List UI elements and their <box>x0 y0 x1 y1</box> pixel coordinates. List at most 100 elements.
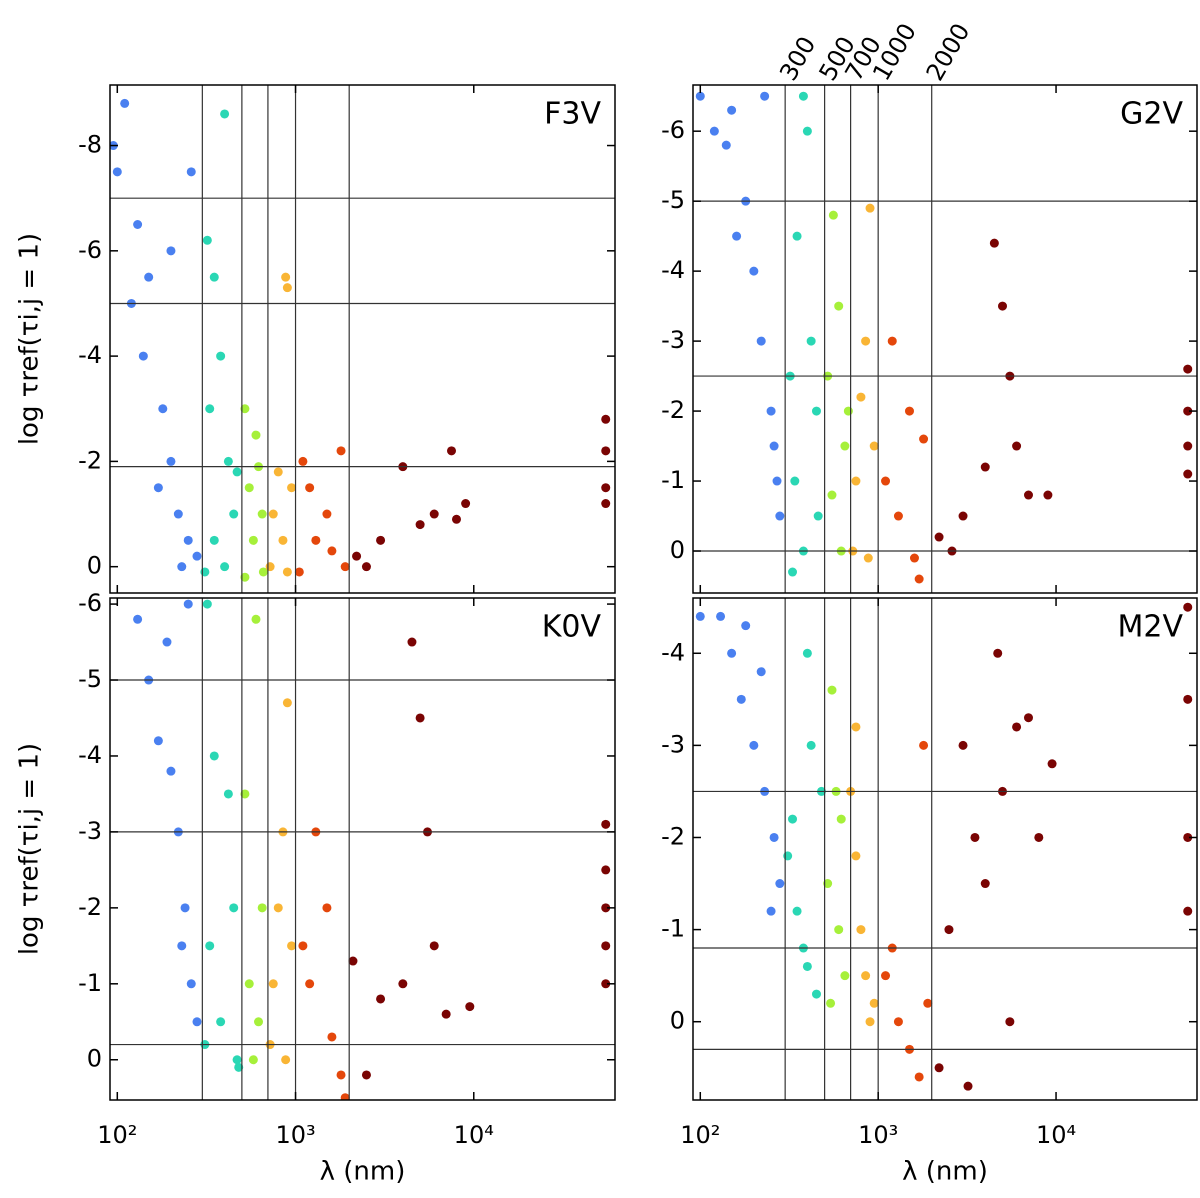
point <box>200 567 210 577</box>
point <box>760 91 770 101</box>
point <box>756 667 766 677</box>
point <box>1183 469 1193 479</box>
point <box>769 832 779 842</box>
point <box>257 903 267 913</box>
point <box>268 979 278 989</box>
point <box>348 956 358 966</box>
point <box>601 499 611 509</box>
point <box>244 979 254 989</box>
x-axis-label: λ (nm) <box>320 1157 406 1187</box>
point <box>183 599 193 609</box>
point <box>834 925 844 935</box>
point <box>298 941 308 951</box>
points <box>133 577 611 1100</box>
point <box>248 535 258 545</box>
point <box>336 446 346 456</box>
point <box>192 551 202 561</box>
y-tick-label: 0 <box>87 1045 102 1073</box>
x-axis-label: λ (nm) <box>902 1157 988 1187</box>
y-tick-label: -4 <box>78 341 102 369</box>
point <box>298 456 308 466</box>
y-tick-label: -6 <box>78 236 102 264</box>
point <box>1005 1017 1015 1027</box>
point <box>1023 490 1033 500</box>
points <box>695 602 1193 1091</box>
y-tick-label: -2 <box>78 893 102 921</box>
point <box>220 577 229 586</box>
point <box>240 572 250 582</box>
point <box>153 736 163 746</box>
point <box>998 301 1008 311</box>
point <box>914 1072 924 1082</box>
point <box>736 694 746 704</box>
point <box>766 406 776 416</box>
point <box>756 336 766 346</box>
point <box>216 351 226 361</box>
point <box>1043 490 1053 500</box>
point <box>282 567 292 577</box>
point <box>893 1017 903 1027</box>
point <box>993 648 1003 658</box>
point <box>1034 832 1044 842</box>
point <box>251 614 261 624</box>
y-tick-label: 0 <box>670 1007 685 1035</box>
y-tick-label: -2 <box>78 446 102 474</box>
point <box>429 509 439 519</box>
point <box>802 648 812 658</box>
point <box>919 434 929 444</box>
point <box>766 906 776 916</box>
point <box>461 499 471 509</box>
point <box>177 941 187 951</box>
point <box>1012 722 1022 732</box>
point <box>727 105 737 115</box>
point <box>398 979 408 989</box>
point <box>278 535 288 545</box>
point <box>173 509 183 519</box>
point <box>287 941 297 951</box>
points <box>110 98 611 582</box>
point <box>202 235 212 245</box>
point <box>352 551 362 561</box>
point <box>788 567 798 577</box>
point <box>451 514 461 524</box>
point <box>716 611 726 621</box>
point <box>465 1002 475 1012</box>
point <box>209 751 219 761</box>
x-tick-label: 10³ <box>858 1121 898 1149</box>
point <box>775 879 785 889</box>
point <box>823 879 833 889</box>
point <box>919 740 929 750</box>
y-tick-label: -2 <box>661 396 685 424</box>
point <box>254 1017 264 1027</box>
y-tick-label: -1 <box>661 466 685 494</box>
y-tick-label: -3 <box>661 730 685 758</box>
point <box>836 814 846 824</box>
point <box>958 740 968 750</box>
point <box>209 535 219 545</box>
point <box>958 511 968 521</box>
point <box>282 283 292 293</box>
point <box>1183 906 1193 916</box>
point <box>934 532 944 542</box>
y-tick-label: -6 <box>78 589 102 617</box>
point <box>186 167 196 177</box>
point <box>934 1063 944 1073</box>
point <box>281 272 291 282</box>
point <box>840 441 850 451</box>
point <box>811 406 821 416</box>
y-tick-label: -2 <box>661 822 685 850</box>
point <box>834 301 844 311</box>
y-tick-label: -4 <box>78 741 102 769</box>
point <box>158 404 168 414</box>
point <box>273 467 283 477</box>
point <box>851 722 861 732</box>
point <box>865 203 875 213</box>
point <box>376 994 386 1004</box>
point <box>205 941 215 951</box>
point <box>240 789 250 799</box>
point <box>138 351 148 361</box>
point <box>144 272 154 282</box>
point <box>811 989 821 999</box>
y-axis-label: log τref(τi,j = 1) <box>15 743 45 955</box>
point <box>1183 832 1193 842</box>
